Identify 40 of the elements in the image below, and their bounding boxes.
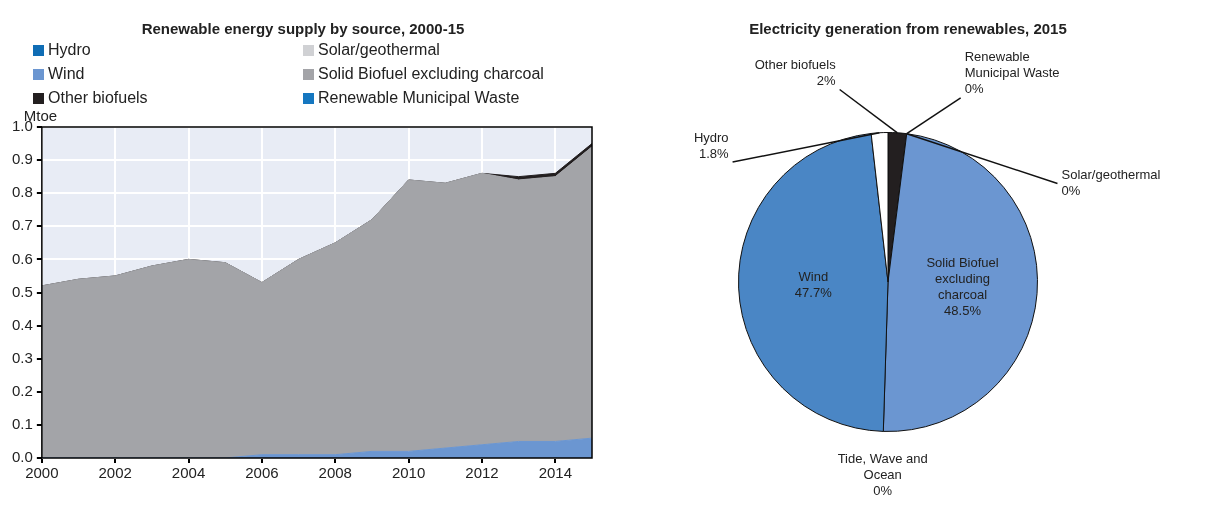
- y-tick-label: 0.4: [11, 315, 33, 333]
- category-label: Renewable Municipal Waste: [964, 49, 1060, 81]
- text: 0%: [1061, 183, 1081, 199]
- legend-label: Other biofuels: [48, 89, 148, 107]
- y-tick-label: 0.3: [11, 348, 33, 366]
- legend-label: Wind: [48, 65, 85, 83]
- slice-label: Hydro: [693, 129, 729, 145]
- y-tick-label: 0.6: [11, 249, 33, 267]
- y-tick-label: 0.8: [11, 183, 33, 201]
- legend-label: Renewable Municipal Waste: [318, 89, 520, 107]
- data-label: 47.7%: [794, 284, 833, 300]
- x-tick-label: 2006: [245, 464, 279, 482]
- y-tick-label: 0.9: [11, 150, 33, 168]
- x-tick-label: 2004: [171, 464, 206, 482]
- slice-label: Wind: [798, 268, 829, 284]
- x-tick-label: 2014: [538, 464, 573, 482]
- x-tick-label: 2002: [98, 464, 132, 482]
- y-tick-label: 0.7: [11, 216, 33, 234]
- legend-label: Solar/geothermal: [318, 41, 440, 59]
- y-tick-label: 0.5: [11, 282, 33, 300]
- chart-title: Electricity generation from renewables, 2015: [748, 20, 1068, 37]
- slice-label: Other biofuels: [754, 57, 837, 73]
- y-tick-label: 0.2: [11, 381, 33, 399]
- legend-label: Hydro: [48, 41, 91, 59]
- data-label: 48.5%: [944, 303, 982, 319]
- y-tick-label: 0.1: [11, 415, 33, 433]
- x-tick-label: 2008: [318, 464, 352, 482]
- data-label: 1.8%: [698, 145, 730, 161]
- data-label: 2%: [816, 73, 837, 89]
- y-tick-label: 0.0: [11, 448, 33, 466]
- legend-label: Solid Biofuel excluding charcoal: [318, 65, 544, 83]
- category-label: Solar/geothermal: [1061, 167, 1161, 183]
- category-label: Tide, Wave and Ocean: [837, 450, 928, 482]
- text: 0%: [964, 81, 984, 97]
- slice-label: Solid Biofuel excluding charcoal: [926, 255, 999, 303]
- chart-title: Renewable energy supply by source, 2000-15: [140, 20, 466, 37]
- x-tick-label: 2012: [465, 464, 499, 482]
- x-tick-label: 2010: [391, 464, 426, 482]
- x-tick-label: 2000: [25, 464, 59, 482]
- text: 0%: [873, 482, 893, 498]
